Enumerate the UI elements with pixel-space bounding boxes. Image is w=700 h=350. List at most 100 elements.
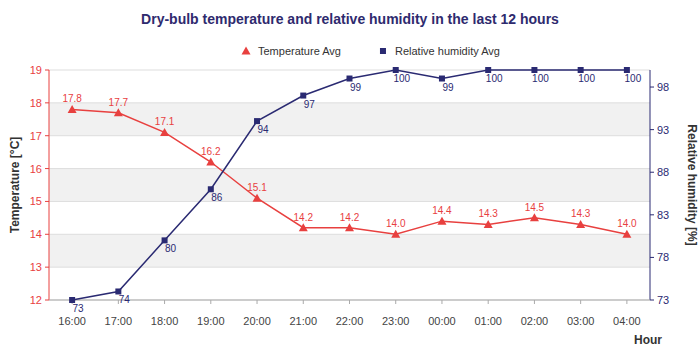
y-tick-label: 14 <box>30 228 42 240</box>
y-tick-label: 13 <box>30 261 42 273</box>
y-tick <box>45 135 49 136</box>
data-point <box>437 217 446 225</box>
data-label: 100 <box>578 73 595 84</box>
data-label: 100 <box>625 73 642 84</box>
data-point <box>345 223 354 231</box>
x-tick <box>349 300 350 304</box>
x-tick-label: 04:00 <box>613 315 641 327</box>
chart-svg: Dry-bulb temperature and relative humidi… <box>0 0 700 350</box>
data-point <box>530 213 539 221</box>
x-tick <box>626 300 627 304</box>
y-tick <box>45 102 49 103</box>
plot-area <box>68 67 632 303</box>
x-tick-label: 23:00 <box>382 315 410 327</box>
y-tick <box>45 234 49 235</box>
data-point <box>576 220 585 228</box>
x-tick-label: 18:00 <box>151 315 179 327</box>
x-tick <box>395 300 396 304</box>
data-point <box>160 128 169 136</box>
y-tick <box>45 201 49 202</box>
y2-axis-line <box>650 70 651 300</box>
grid-band <box>49 169 650 202</box>
y2-tick <box>650 129 654 130</box>
y-tick <box>45 267 49 268</box>
grid-line <box>49 135 650 136</box>
x-axis-title: Hour <box>634 333 662 347</box>
x-tick-label: 01:00 <box>474 315 502 327</box>
data-point <box>622 230 631 238</box>
y-tick-label: 15 <box>30 195 42 207</box>
y2-tick-label: 73 <box>657 294 669 306</box>
legend-marker <box>380 48 386 54</box>
data-label: 99 <box>442 82 454 93</box>
y-tick <box>45 70 49 71</box>
y-axis-line <box>49 70 50 300</box>
data-label: 14.2 <box>294 212 314 223</box>
data-point <box>484 220 493 228</box>
x-tick-label: 20:00 <box>243 315 271 327</box>
y-tick-label: 18 <box>30 97 42 109</box>
x-tick <box>580 300 581 304</box>
x-tick-label: 02:00 <box>521 315 549 327</box>
y2-tick-label: 88 <box>657 166 669 178</box>
x-tick <box>164 300 165 304</box>
data-label: 17.8 <box>62 93 82 104</box>
y-tick-label: 12 <box>30 294 42 306</box>
grid-band <box>49 103 650 136</box>
y2-axis-title: Relative humidity [%] <box>685 124 699 245</box>
x-tick-label: 16:00 <box>58 315 86 327</box>
data-labels: 17.817.717.116.215.114.214.214.014.414.3… <box>62 73 641 314</box>
grid-band <box>49 234 650 267</box>
grid-line <box>49 168 650 169</box>
x-tick-label: 19:00 <box>197 315 225 327</box>
data-label: 97 <box>304 99 316 110</box>
data-point <box>299 223 308 231</box>
y2-tick <box>650 300 654 301</box>
data-label: 86 <box>211 192 223 203</box>
x-tick-label: 00:00 <box>428 315 456 327</box>
data-label: 74 <box>119 294 131 305</box>
data-point <box>68 105 77 113</box>
data-label: 14.2 <box>340 212 360 223</box>
x-tick <box>534 300 535 304</box>
y2-tick <box>650 87 654 88</box>
y-tick-label: 16 <box>30 163 42 175</box>
data-label: 14.5 <box>525 202 545 213</box>
data-label: 94 <box>257 124 269 135</box>
x-tick-label: 17:00 <box>105 315 133 327</box>
data-label: 14.3 <box>478 208 498 219</box>
data-label: 100 <box>486 73 503 84</box>
data-label: 14.4 <box>432 205 452 216</box>
grid-line <box>49 234 650 235</box>
y2-tick <box>650 257 654 258</box>
grid-line <box>49 201 650 202</box>
data-label: 14.3 <box>571 208 591 219</box>
data-label: 99 <box>350 82 362 93</box>
data-label: 100 <box>393 73 410 84</box>
chart-container: Dry-bulb temperature and relative humidi… <box>0 0 700 350</box>
data-label: 100 <box>532 73 549 84</box>
data-label: 17.1 <box>155 116 175 127</box>
x-tick <box>210 300 211 304</box>
y-tick <box>45 168 49 169</box>
data-point <box>253 194 262 202</box>
y2-tick-label: 78 <box>657 251 669 263</box>
data-label: 14.0 <box>617 218 637 229</box>
chart-title: Dry-bulb temperature and relative humidi… <box>141 11 559 27</box>
legend-label: Temperature Avg <box>258 45 341 57</box>
x-tick <box>303 300 304 304</box>
y2-tick-label: 83 <box>657 209 669 221</box>
series-line <box>72 109 627 234</box>
legend-label: Relative humidity Avg <box>395 45 500 57</box>
grid-line <box>49 102 650 103</box>
y2-tick <box>650 214 654 215</box>
data-label: 17.7 <box>109 97 129 108</box>
y-axis-title: Temperature [°C] <box>8 137 22 234</box>
y2-tick-label: 98 <box>657 81 669 93</box>
data-label: 80 <box>165 243 177 254</box>
x-tick-label: 21:00 <box>290 315 318 327</box>
x-tick-label: 03:00 <box>567 315 595 327</box>
series-line <box>72 70 627 300</box>
y-tick-label: 19 <box>30 64 42 76</box>
x-tick <box>441 300 442 304</box>
